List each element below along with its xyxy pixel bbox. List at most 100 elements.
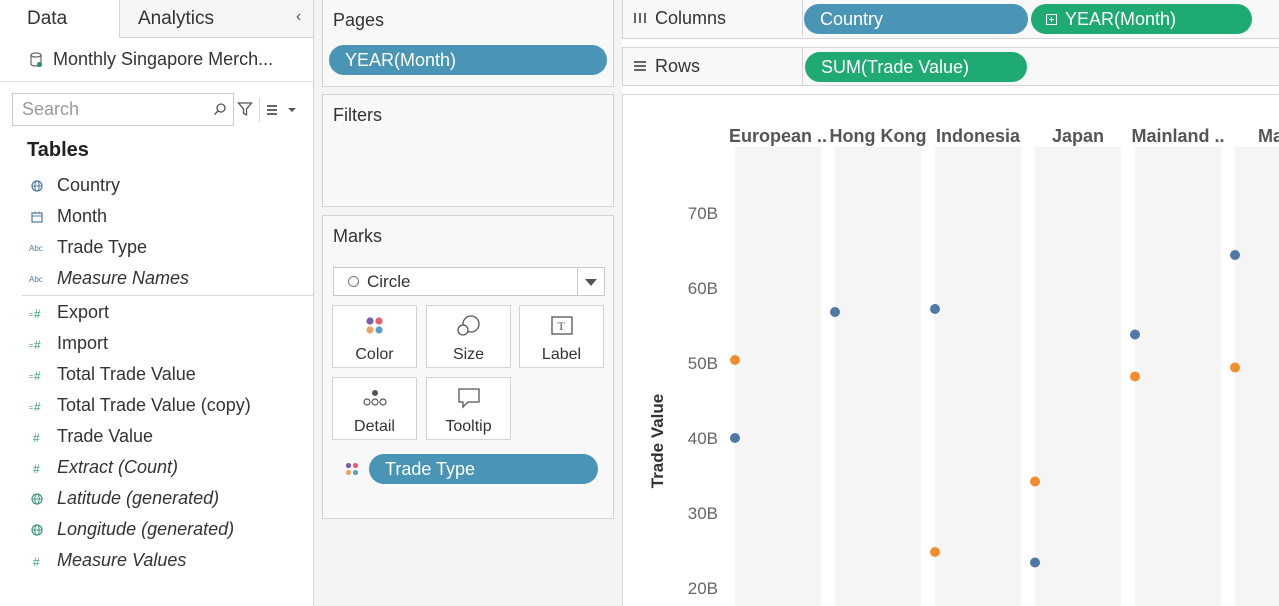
color-legend-icon [345, 462, 359, 476]
text-label-icon: T [550, 316, 573, 335]
field-trade-type[interactable]: Abc Trade Type [0, 233, 313, 264]
scatter-chart: European .. Hong Kong Indonesia Japan Mainla… [648, 126, 1279, 606]
column-header: Hong Kong [830, 126, 927, 146]
column-band [935, 147, 1021, 606]
svg-text:#: # [33, 431, 40, 445]
y-axis-title: Trade Value [648, 394, 667, 489]
field-trade-value[interactable]: # Trade Value [0, 422, 313, 453]
field-export[interactable]: = # Export [0, 298, 313, 329]
tab-data[interactable]: Data [0, 0, 120, 38]
data-point [1130, 371, 1140, 382]
svg-text:#: # [34, 307, 41, 321]
calculated-number-icon: = # [29, 307, 41, 321]
expand-plus-icon[interactable] [1046, 14, 1057, 25]
dropdown-divider [577, 268, 578, 295]
size-icon [456, 315, 480, 336]
filters-card[interactable]: Filters [322, 94, 614, 207]
y-tick-label: 40B [688, 429, 718, 448]
y-tick-label: 20B [688, 579, 718, 598]
svg-text:=: = [29, 312, 33, 319]
toolbar-divider [259, 98, 260, 122]
search-input[interactable] [13, 94, 203, 125]
rows-icon [634, 61, 646, 71]
pages-card: Pages YEAR(Month) [322, 0, 614, 87]
field-total-trade-value-copy[interactable]: = # Total Trade Value (copy) [0, 391, 313, 422]
field-label: Import [57, 333, 109, 353]
rows-pill-sum-trade-value[interactable]: SUM(Trade Value) [805, 52, 1027, 82]
columns-icon [634, 13, 646, 23]
field-country[interactable]: Country [0, 171, 313, 202]
label-label: Label [541, 346, 582, 363]
data-pane-tabs: Data Analytics ‹ [0, 0, 313, 38]
filter-icon[interactable] [237, 101, 253, 117]
svg-text:#: # [33, 462, 40, 476]
chevron-left-icon[interactable]: ‹ [296, 8, 302, 25]
detail-icon [362, 390, 387, 406]
field-measure-names[interactable]: Abc Measure Names [0, 264, 313, 295]
cards-column: Pages YEAR(Month) Filters Marks Circle [314, 0, 622, 606]
tooltip-label: Tooltip [445, 418, 492, 435]
field-label: Month [57, 206, 108, 226]
field-month[interactable]: Month [0, 202, 313, 233]
detail-label: Detail [354, 418, 395, 435]
view-options-icon[interactable] [266, 104, 298, 116]
field-label: Measure Names [57, 268, 190, 288]
data-point [1030, 557, 1040, 568]
column-band [1235, 147, 1279, 606]
rows-label: Rows [655, 56, 701, 76]
column-header: Indonesia [936, 126, 1021, 146]
calculated-number-icon: = # [29, 338, 41, 352]
columns-pill-country[interactable]: Country [804, 4, 1028, 34]
field-extract-count[interactable]: # Extract (Count) [0, 453, 313, 484]
search-box [12, 93, 234, 126]
color-button[interactable]: Color [332, 305, 417, 368]
field-label: Latitude (generated) [57, 488, 220, 508]
size-button[interactable]: Size [426, 305, 511, 368]
tooltip-button[interactable]: Tooltip [426, 377, 511, 440]
y-tick-label: 50B [688, 354, 718, 373]
globe-icon [31, 180, 43, 192]
data-point [730, 355, 740, 365]
tables-heading: Tables [27, 139, 89, 161]
columns-pill-year-month[interactable]: YEAR(Month) [1031, 4, 1252, 34]
database-icon [30, 52, 42, 68]
field-label: Trade Value [57, 426, 154, 446]
svg-text:=: = [29, 374, 33, 381]
data-point [1030, 476, 1040, 487]
mark-type-dropdown[interactable]: Circle [333, 267, 605, 296]
svg-text:#: # [33, 555, 40, 569]
dimensions-measures-divider [22, 295, 313, 296]
svg-text:Abc: Abc [29, 275, 43, 284]
data-source[interactable]: Monthly Singapore Merch... [0, 38, 313, 82]
field-latitude-generated[interactable]: Latitude (generated) [0, 484, 313, 515]
detail-button[interactable]: Detail [332, 377, 417, 440]
globe-icon [31, 524, 43, 536]
pages-title: Pages [333, 10, 385, 30]
tab-analytics[interactable]: Analytics [120, 0, 313, 38]
label-button[interactable]: T Label [519, 305, 604, 368]
abc-icon: Abc [29, 244, 43, 253]
trade-type-color-pill[interactable]: Trade Type [369, 454, 598, 484]
calendar-icon [31, 211, 43, 223]
field-import[interactable]: = # Import [0, 329, 313, 360]
svg-text:#: # [34, 369, 41, 383]
shelf-divider [802, 48, 803, 85]
field-measure-values[interactable]: # Measure Values [0, 546, 313, 577]
columns-label: Columns [655, 8, 727, 28]
svg-text:=: = [29, 405, 33, 412]
color-icon [365, 317, 383, 334]
field-label: Longitude (generated) [57, 519, 235, 539]
column-header: Japan [1052, 126, 1104, 146]
svg-text:=: = [29, 343, 33, 350]
data-point [930, 547, 940, 557]
calculated-number-icon: = # [29, 369, 41, 383]
circle-mark-icon [348, 276, 359, 287]
field-longitude-generated[interactable]: Longitude (generated) [0, 515, 313, 546]
column-band [735, 147, 821, 606]
data-point [1230, 250, 1240, 260]
filters-title: Filters [333, 105, 382, 125]
field-total-trade-value[interactable]: = # Total Trade Value [0, 360, 313, 391]
search-icon[interactable] [213, 102, 227, 116]
pages-pill-year-month[interactable]: YEAR(Month) [329, 45, 607, 75]
